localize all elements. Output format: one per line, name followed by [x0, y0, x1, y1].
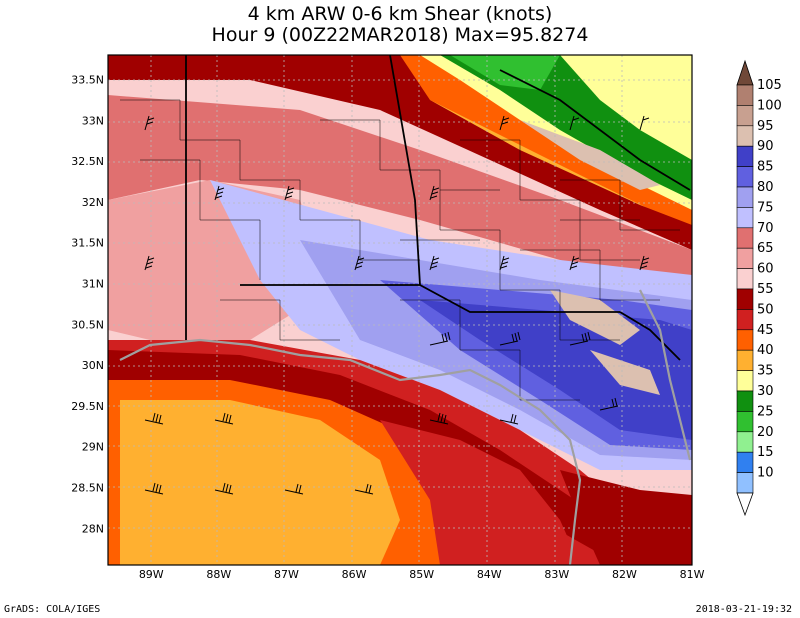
colorbar-level-label: 45	[757, 323, 774, 338]
longitude-tick-label: 88W	[206, 568, 231, 581]
colorbar-level-label: 15	[757, 445, 774, 460]
longitude-tick-label: 89W	[139, 568, 164, 581]
band-yellow-ne	[560, 55, 692, 160]
latitude-tick-label: 29.5N	[71, 400, 104, 413]
colorbar-level-label: 40	[757, 343, 774, 358]
band-45	[120, 400, 400, 565]
colorbar-swatch	[736, 125, 754, 147]
longitude-tick-label: 85W	[409, 568, 434, 581]
band-tan-ne	[520, 120, 660, 190]
colorbar-level-label: 100	[757, 98, 782, 113]
colorbar-swatch	[736, 390, 754, 412]
colorbar-swatch	[736, 247, 754, 269]
colorbar-level-label: 80	[757, 180, 774, 195]
colorbar-swatch	[736, 472, 754, 494]
latitude-tick-label: 33N	[82, 114, 104, 127]
longitude-tick-label: 84W	[477, 568, 502, 581]
colorbar-swatch	[736, 451, 754, 473]
colorbar-level-label: 95	[757, 119, 774, 134]
latitude-tick-label: 30N	[82, 359, 104, 372]
colorbar-swatch	[736, 186, 754, 208]
latitude-tick-label: 28N	[82, 522, 104, 535]
band-tan-core	[550, 290, 640, 345]
state-lines	[185, 55, 691, 361]
latitude-labels: 33.5N 33N 32.5N 32N 31.5N 31N 30.5N 30N 29.5N 29N…	[71, 73, 104, 535]
longitude-tick-label: 81W	[680, 568, 705, 581]
colorbar-swatch	[736, 288, 754, 310]
colorbar-level-label: 90	[757, 139, 774, 154]
colorbar-level-label: 10	[757, 466, 774, 481]
latitude-tick-label: 28.5N	[71, 481, 104, 494]
colorbar-swatch	[736, 105, 754, 127]
graticule	[108, 55, 692, 565]
longitude-tick-label: 86W	[342, 568, 367, 581]
timestamp-text: 2018-03-21-19:32	[695, 604, 792, 615]
latitude-tick-label: 30.5N	[71, 318, 104, 331]
colorbar-swatch	[736, 431, 754, 453]
map-title-line2: Hour 9 (00Z22MAR2018) Max=95.8274	[211, 24, 589, 46]
colorbar-level-label: 35	[757, 364, 774, 379]
latitude-tick-label: 33.5N	[71, 73, 104, 86]
colorbar-swatch	[736, 349, 754, 371]
longitude-labels: 89W 88W 87W 86W 85W 84W 83W 82W 81W	[139, 568, 705, 581]
colorbar-top-arrow	[736, 59, 754, 86]
colorbar-swatch	[736, 166, 754, 188]
colorbar-level-label: 60	[757, 262, 774, 277]
colorbar-level-label: 50	[757, 302, 774, 317]
colorbar-swatch	[736, 84, 754, 106]
colorbar-level-label: 55	[757, 282, 774, 297]
colorbar-level-label: 30	[757, 384, 774, 399]
longitude-tick-label: 87W	[274, 568, 299, 581]
colorbar-swatch	[736, 411, 754, 433]
colorbar-swatch	[736, 268, 754, 290]
shear-field	[108, 55, 692, 565]
colorbar-level-label: 20	[757, 425, 774, 440]
latitude-tick-label: 32N	[82, 196, 104, 209]
colorbar-level-label: 85	[757, 160, 774, 175]
gulf-red-lobe	[380, 420, 580, 565]
latitude-tick-label: 29N	[82, 441, 104, 454]
colorbar-level-label: 70	[757, 221, 774, 236]
map-title-line1: 4 km ARW 0-6 km Shear (knots)	[247, 3, 553, 25]
colorbar-swatch	[736, 227, 754, 249]
colorbar-swatch	[736, 329, 754, 351]
longitude-tick-label: 82W	[612, 568, 637, 581]
latitude-tick-label: 31.5N	[71, 237, 104, 250]
colorbar-bottom-arrow	[736, 492, 754, 517]
colorbar-swatch	[736, 370, 754, 392]
band-70	[108, 95, 692, 300]
colorbar-swatch	[736, 207, 754, 229]
longitude-tick-label: 83W	[544, 568, 569, 581]
band-60-south	[560, 470, 692, 565]
band-tan-core-2	[590, 350, 660, 395]
coastline	[119, 289, 692, 565]
colorbar-labels: 105 100 95 90 85 80 75 70 65 60 55 50 45 40 35 30 25 20 15…	[757, 78, 782, 481]
colorbar-swatch	[736, 145, 754, 167]
county-lines	[120, 99, 680, 401]
colorbar-level-label: 65	[757, 241, 774, 256]
colorbar-swatch	[736, 309, 754, 331]
wind-barbs	[144, 115, 650, 495]
band-55	[108, 55, 692, 250]
colorbar-level-label: 25	[757, 404, 774, 419]
credit-text: GrADS: COLA/IGES	[4, 604, 101, 615]
latitude-tick-label: 32.5N	[71, 155, 104, 168]
colorbar	[736, 59, 754, 517]
plot-frame	[107, 54, 693, 566]
colorbar-level-label: 75	[757, 200, 774, 215]
latitude-tick-label: 31N	[82, 277, 104, 290]
colorbar-level-label: 105	[757, 78, 782, 93]
